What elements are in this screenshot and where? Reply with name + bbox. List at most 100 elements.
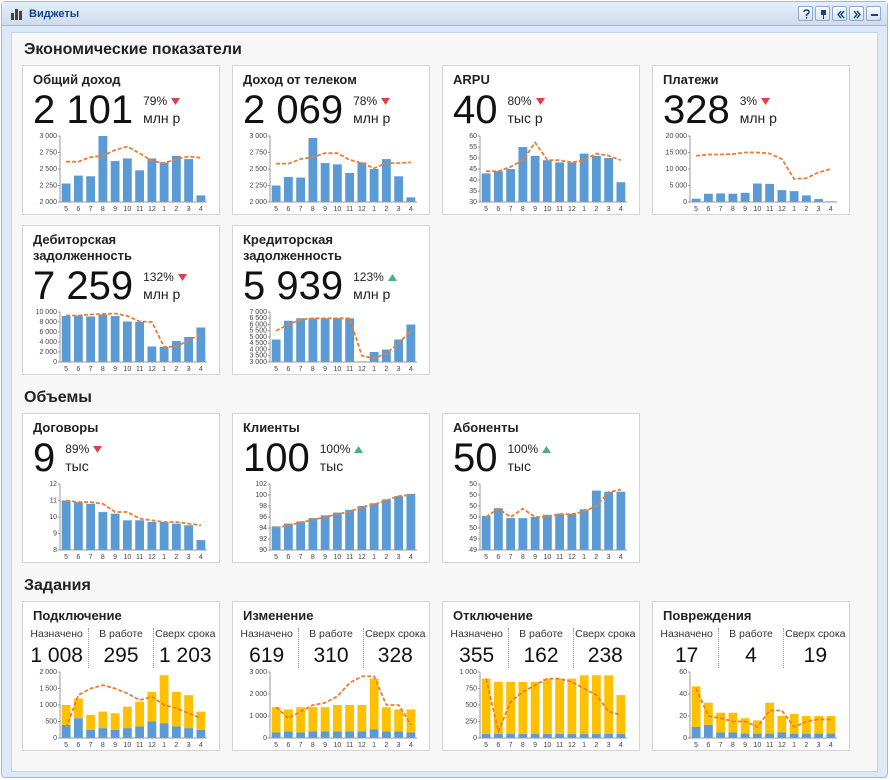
minimize-button[interactable]	[866, 6, 881, 21]
bar	[814, 199, 824, 202]
x-tick-label: 5	[274, 366, 278, 373]
x-tick-label: 2	[174, 554, 178, 561]
bar	[271, 185, 281, 202]
x-tick-label: 8	[311, 554, 315, 561]
x-tick-label: 8	[521, 742, 525, 749]
y-tick-label: 10 000	[666, 166, 688, 173]
bar	[61, 316, 71, 362]
bar	[394, 496, 404, 550]
y-tick-label: 11	[50, 497, 57, 504]
bar	[604, 734, 614, 738]
trend-line	[275, 494, 411, 529]
bar	[394, 176, 404, 202]
bar	[493, 171, 503, 202]
value-row: 7 259 132% млн р	[23, 264, 219, 308]
bar	[171, 341, 181, 362]
bar	[716, 193, 726, 202]
trend-arrow	[542, 445, 552, 453]
x-tick-label: 1	[582, 206, 586, 213]
x-tick-label: 8	[101, 206, 105, 213]
bar	[406, 493, 416, 550]
x-tick-label: 9	[323, 554, 327, 561]
bar-upper	[406, 709, 416, 733]
x-tick-label: 6	[706, 206, 710, 213]
bar	[308, 137, 318, 202]
x-tick-label: 5	[694, 206, 698, 213]
x-tick-label: 8	[311, 366, 315, 373]
y-tick-label: 750	[465, 685, 477, 692]
bar-upper	[789, 713, 799, 734]
x-tick-label: 1	[792, 742, 796, 749]
bar-upper	[271, 707, 281, 733]
x-tick-label: 1	[372, 206, 376, 213]
x-tick-label: 9	[323, 742, 327, 749]
collapse-right-button[interactable]	[849, 6, 864, 21]
x-tick-label: 5	[64, 554, 68, 561]
y-tick-label: 2 750	[249, 149, 267, 156]
bar	[147, 721, 157, 738]
bar-upper	[691, 686, 701, 727]
y-tick-label: 250	[465, 718, 477, 725]
pin-button[interactable]	[815, 6, 830, 21]
x-tick-label: 2	[594, 206, 598, 213]
x-tick-label: 12	[148, 206, 156, 213]
x-tick-label: 7	[509, 554, 513, 561]
x-tick-label: 8	[101, 366, 105, 373]
y-tick-label: 5 500	[249, 328, 267, 335]
unit: тыс	[507, 458, 531, 474]
x-tick-label: 9	[323, 206, 327, 213]
x-tick-label: 1	[162, 206, 166, 213]
trend-arrow-shape	[535, 97, 545, 105]
help-button[interactable]	[798, 6, 813, 21]
trend-line	[275, 675, 412, 726]
stats-row: Назначено 619 В работе 310 Сверх срока 328	[233, 624, 429, 668]
bar	[147, 346, 157, 362]
y-tick-label: 9	[53, 530, 57, 537]
y-tick-label: 40	[469, 177, 477, 184]
change: 3%	[740, 94, 777, 108]
x-tick-label: 11	[766, 742, 773, 749]
bar	[406, 324, 416, 362]
x-tick-label: 9	[743, 742, 747, 749]
bar	[765, 183, 775, 202]
big-value: 5 939	[243, 264, 344, 308]
collapse-left-button[interactable]	[832, 6, 847, 21]
x-tick-label: 2	[174, 366, 178, 373]
trend-arrow-shape	[387, 273, 397, 281]
bar	[320, 318, 330, 362]
x-tick-label: 7	[719, 206, 723, 213]
bar-upper	[98, 711, 108, 729]
y-tick-label: 3 000	[249, 669, 267, 676]
stat: Назначено 1 008	[25, 628, 90, 668]
x-tick-label: 7	[299, 554, 303, 561]
bar	[296, 521, 306, 550]
bar	[394, 339, 404, 362]
stat-label: Сверх срока	[785, 628, 846, 640]
bar-upper	[740, 718, 750, 734]
bar	[283, 731, 293, 738]
bar-upper	[518, 681, 528, 735]
bar-upper	[369, 678, 379, 730]
bar	[159, 347, 169, 362]
x-tick-label: 12	[148, 554, 156, 561]
bar	[616, 491, 626, 550]
change-value: 89%	[65, 442, 90, 456]
bar	[765, 733, 775, 738]
stat: Сверх срока 19	[784, 628, 847, 668]
window-title: Виджеты	[29, 7, 80, 20]
y-tick-label: 60	[679, 669, 687, 676]
bar	[147, 158, 157, 202]
trend-line	[485, 677, 622, 735]
x-tick-label: 9	[533, 206, 537, 213]
y-tick-label: 55	[469, 144, 477, 151]
bar-upper	[320, 707, 330, 732]
stat-label: Назначено	[450, 628, 503, 640]
big-value: 7 259	[33, 264, 134, 308]
bar-upper	[765, 702, 775, 734]
change: 79%	[143, 94, 181, 108]
